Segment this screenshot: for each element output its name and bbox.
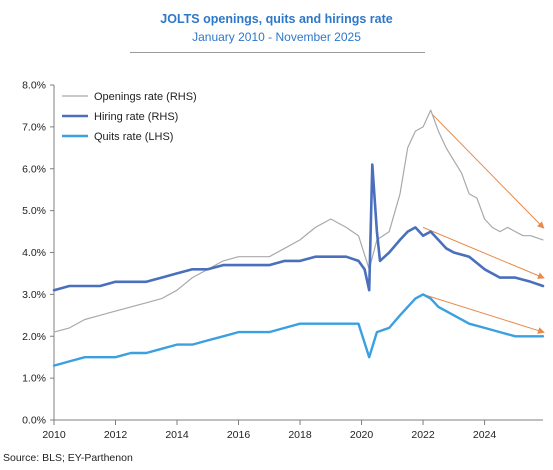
y-tick-label: 1.0% xyxy=(22,373,46,385)
y-tick-label: 5.0% xyxy=(22,205,46,217)
x-tick-label: 2014 xyxy=(165,429,189,441)
x-tick-label: 2024 xyxy=(473,429,497,441)
y-tick-label: 4.0% xyxy=(22,247,46,259)
trend-arrow xyxy=(422,293,545,334)
y-tick-label: 7.0% xyxy=(22,121,46,133)
title-divider xyxy=(130,52,425,53)
trend-arrow xyxy=(422,226,545,279)
x-tick-label: 2022 xyxy=(411,429,435,441)
x-tick-label: 2012 xyxy=(104,429,128,441)
x-tick-label: 2020 xyxy=(350,429,374,441)
legend-quits-label: Quits rate (LHS) xyxy=(94,131,173,143)
y-tick-label: 0.0% xyxy=(22,415,46,427)
hiring-rate-line xyxy=(52,163,545,292)
chart-subtitle: January 2010 - November 2025 xyxy=(192,30,361,44)
legend-openings-label: Openings rate (RHS) xyxy=(94,91,197,103)
x-tick-label: 2010 xyxy=(42,429,66,441)
y-tick-label: 2.0% xyxy=(22,331,46,343)
y-tick-label: 3.0% xyxy=(22,289,46,301)
chart-title: JOLTS openings, quits and hirings rate xyxy=(160,12,393,26)
x-tick-label: 2016 xyxy=(227,429,251,441)
y-tick-label: 8.0% xyxy=(22,80,46,92)
legend-hiring-label: Hiring rate (RHS) xyxy=(94,111,178,123)
y-tick-label: 6.0% xyxy=(22,163,46,175)
quits-rate-line xyxy=(52,293,545,367)
openings-rate-line xyxy=(53,109,544,333)
x-tick-label: 2018 xyxy=(288,429,312,441)
source-note: Source: BLS; EY-Parthenon xyxy=(3,452,133,464)
trend-arrow xyxy=(431,113,545,229)
